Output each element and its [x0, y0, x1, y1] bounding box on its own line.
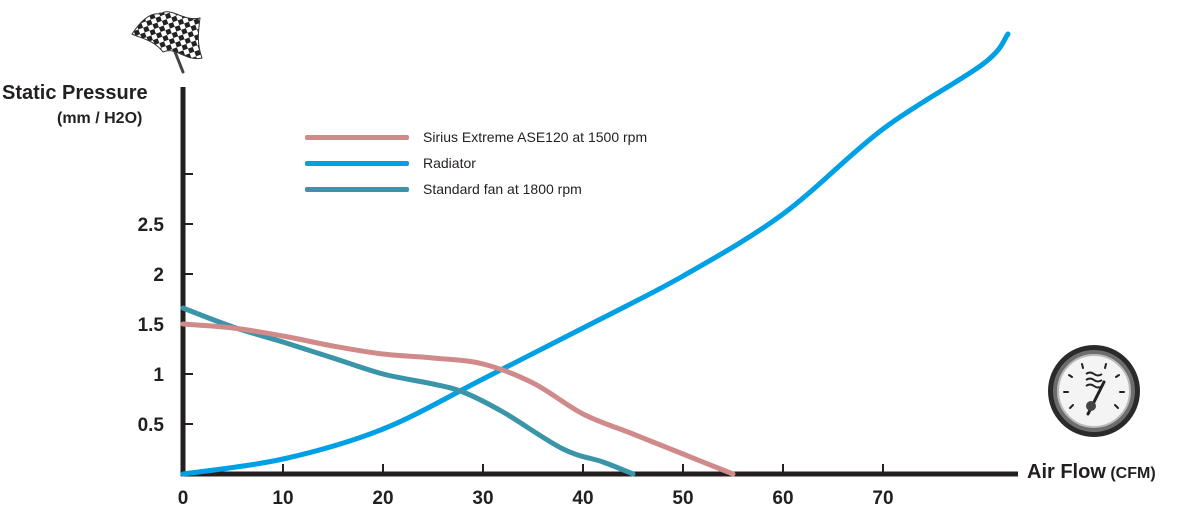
y-tick-label: 1 — [153, 365, 164, 386]
x-tick-label: 70 — [872, 488, 893, 505]
x-tick-label: 10 — [272, 488, 293, 505]
x-axis-title: Air Flow — [1027, 461, 1106, 483]
x-axis-unit: (CFM) — [1110, 465, 1156, 482]
y-axis-unit: (mm / H2O) — [57, 110, 143, 127]
x-tick-label: 0 — [178, 488, 189, 505]
x-axis-title-group: Air Flow (CFM) — [1027, 461, 1156, 484]
checkered-flag-icon — [131, 11, 203, 74]
legend-label: Standard fan at 1800 rpm — [423, 181, 582, 197]
legend-swatch — [305, 135, 409, 140]
x-tick-label: 50 — [672, 488, 693, 505]
x-tick-label: 30 — [472, 488, 493, 505]
y-axis-title: Static Pressure — [2, 82, 148, 104]
x-tick-label: 60 — [772, 488, 793, 505]
y-tick-label: 0.5 — [138, 415, 165, 436]
x-tick-label: 40 — [572, 488, 593, 505]
series-line-1 — [180, 31, 1011, 477]
y-tick-label: 1.5 — [138, 315, 165, 336]
legend-swatch — [305, 187, 409, 192]
legend-label: Radiator — [423, 155, 476, 171]
legend-swatch — [305, 161, 409, 166]
legend-label: Sirius Extreme ASE120 at 1500 rpm — [423, 129, 648, 145]
y-tick-label: 2 — [153, 265, 164, 286]
series-line-0 — [180, 321, 736, 477]
series-line-2 — [180, 305, 636, 477]
pressure-gauge-icon — [1048, 345, 1140, 437]
y-tick-label: 2.5 — [138, 215, 165, 236]
x-tick-label: 20 — [372, 488, 393, 505]
